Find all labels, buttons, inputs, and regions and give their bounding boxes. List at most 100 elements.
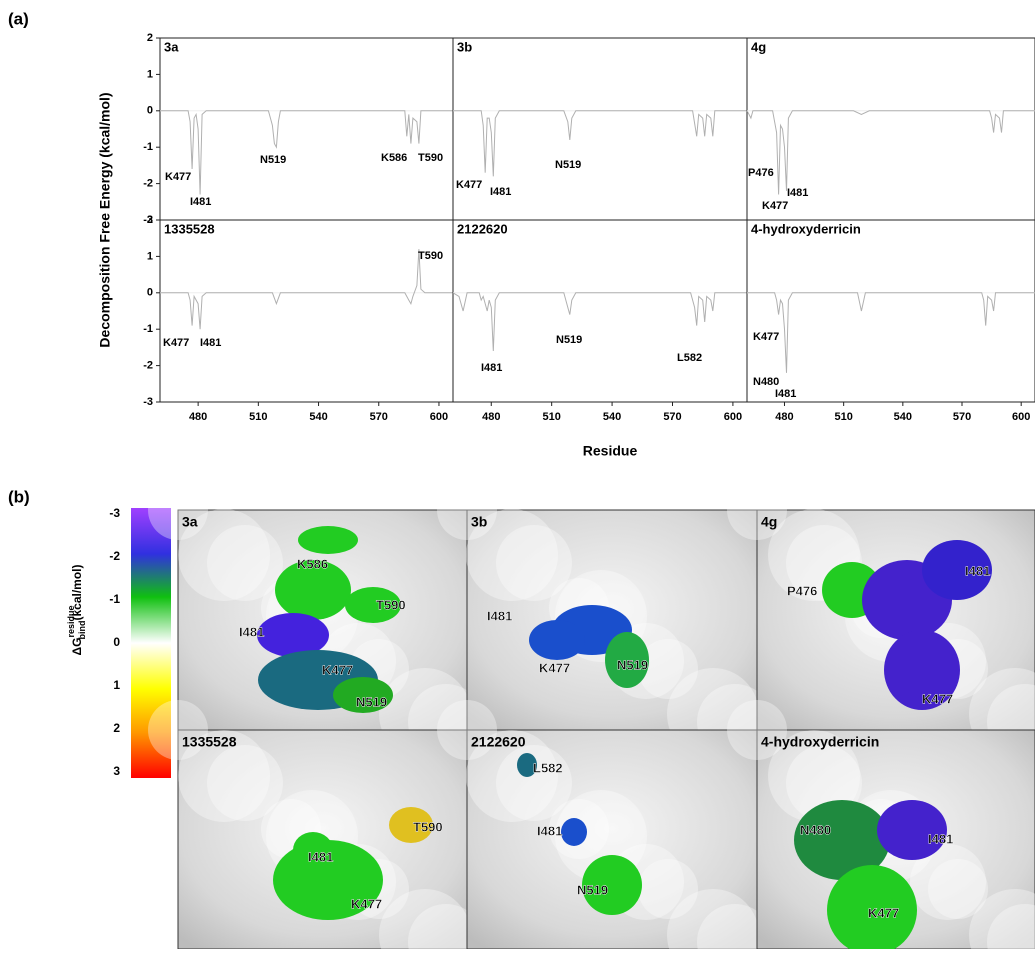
energy-line bbox=[453, 110, 747, 177]
surface-bump bbox=[148, 700, 208, 760]
surface-bump bbox=[987, 904, 1035, 954]
residue-annotation: K477 bbox=[762, 200, 788, 212]
y-tick-label: 2 bbox=[147, 214, 153, 226]
x-tick-label: 570 bbox=[663, 411, 681, 423]
unit: (kcal/mol) bbox=[70, 564, 84, 620]
surface-bump bbox=[207, 525, 283, 601]
residue-label: N519 bbox=[577, 882, 608, 897]
plot-frame bbox=[159, 37, 454, 221]
y-axis-label: Decomposition Free Energy (kcal/mol) bbox=[97, 92, 113, 347]
energy-line bbox=[160, 249, 453, 330]
residue-surface bbox=[389, 807, 433, 843]
chart-title: 4g bbox=[751, 39, 766, 54]
chart-title: 3b bbox=[457, 39, 472, 54]
colorbar-tick-label: -2 bbox=[109, 549, 120, 563]
colorbar-tick-label: 3 bbox=[113, 764, 120, 778]
y-tick-label: -1 bbox=[143, 323, 153, 335]
residue-annotation: K586 bbox=[381, 152, 407, 164]
residue-label: N480 bbox=[800, 822, 831, 837]
structure-title: 1335528 bbox=[182, 734, 237, 750]
structure-image: 3b I481 K477 N519 bbox=[437, 480, 773, 760]
residue-label: K586 bbox=[297, 556, 328, 571]
residue-annotation: T590 bbox=[418, 152, 443, 164]
residue-label: I481 bbox=[537, 823, 562, 838]
residue-annotation: I481 bbox=[775, 388, 796, 400]
residue-annotation: P476 bbox=[748, 167, 774, 179]
y-tick-label: 0 bbox=[147, 105, 153, 117]
residue-label: K477 bbox=[322, 662, 353, 677]
y-tick-label: 2 bbox=[147, 32, 153, 44]
x-tick-label: 540 bbox=[894, 411, 912, 423]
residue-annotation: I481 bbox=[190, 196, 211, 208]
y-tick-label: 1 bbox=[147, 250, 153, 262]
surface-bump bbox=[910, 844, 986, 920]
residue-surface bbox=[517, 753, 537, 777]
residue-surface bbox=[582, 855, 642, 915]
y-tick-label: 1 bbox=[147, 68, 153, 80]
structure-image: 2122620 L582 I481 N519 bbox=[437, 700, 773, 954]
residue-annotation: I481 bbox=[490, 186, 511, 198]
residue-surface bbox=[345, 587, 401, 623]
x-tick-label: 540 bbox=[603, 411, 621, 423]
x-tick-label: 540 bbox=[309, 411, 327, 423]
residue-label: P476 bbox=[787, 583, 817, 598]
residue-surface bbox=[275, 560, 351, 620]
surface-bump bbox=[727, 480, 787, 540]
x-tick-label: 480 bbox=[189, 411, 207, 423]
structure-title: 2122620 bbox=[471, 734, 526, 750]
x-tick-label: 510 bbox=[249, 411, 267, 423]
colorbar-tick-label: 0 bbox=[113, 635, 120, 649]
structure-image: 1335528 T590 I481 K477 bbox=[148, 700, 484, 954]
surface-bump bbox=[379, 889, 471, 954]
y-tick-label: -2 bbox=[143, 360, 153, 372]
surface-bump bbox=[969, 889, 1035, 954]
y-tick-label: -3 bbox=[143, 396, 153, 408]
residue-surface bbox=[922, 540, 992, 600]
residue-annotation: L582 bbox=[677, 352, 702, 364]
y-tick-label: -2 bbox=[143, 178, 153, 190]
colorbar-tick-label: 1 bbox=[113, 678, 120, 692]
chart-title: 3a bbox=[164, 39, 179, 54]
residue-annotation: N519 bbox=[555, 159, 581, 171]
x-tick-label: 600 bbox=[724, 411, 742, 423]
residue-surface bbox=[293, 832, 333, 868]
surface-bump bbox=[496, 525, 572, 601]
residue-label: K477 bbox=[922, 691, 953, 706]
x-tick-label: 570 bbox=[370, 411, 388, 423]
x-axis-label: Residue bbox=[583, 443, 638, 459]
surface-bump bbox=[638, 859, 698, 919]
surface-bump bbox=[148, 480, 208, 540]
energy-line bbox=[746, 110, 1035, 195]
residue-label: K477 bbox=[868, 905, 899, 920]
surface-bump bbox=[667, 889, 759, 954]
energy-line bbox=[452, 292, 747, 352]
y-tick-label: 0 bbox=[147, 287, 153, 299]
residue-label: K477 bbox=[539, 660, 570, 675]
energy-line bbox=[747, 292, 1035, 373]
energy-line bbox=[160, 110, 453, 195]
chart-title: 4-hydroxyderricin bbox=[751, 221, 861, 236]
x-tick-label: 480 bbox=[482, 411, 500, 423]
chart-title: 2122620 bbox=[457, 221, 508, 236]
structure-image: 4-hydroxyderricin N480 I481 K477 bbox=[727, 700, 1035, 954]
residue-annotation: N480 bbox=[753, 376, 779, 388]
chart-title: 1335528 bbox=[164, 221, 215, 236]
residue-surface bbox=[877, 800, 947, 860]
residue-label: I481 bbox=[487, 608, 512, 623]
residue-label: L582 bbox=[533, 760, 563, 775]
x-tick-label: 600 bbox=[1012, 411, 1030, 423]
residue-surface bbox=[605, 632, 649, 688]
surface-bump bbox=[408, 904, 484, 954]
surface-bump bbox=[727, 700, 787, 760]
residue-surface bbox=[827, 865, 917, 954]
residue-label: N519 bbox=[356, 694, 387, 709]
residue-annotation: N519 bbox=[556, 334, 582, 346]
colorbar bbox=[131, 508, 171, 778]
surface-bump bbox=[207, 745, 283, 821]
x-tick-label: 570 bbox=[953, 411, 971, 423]
colorbar-tick-label: 2 bbox=[113, 721, 120, 735]
subscript: bind bbox=[77, 621, 87, 640]
structure-title: 3b bbox=[471, 514, 487, 530]
x-tick-label: 510 bbox=[542, 411, 560, 423]
